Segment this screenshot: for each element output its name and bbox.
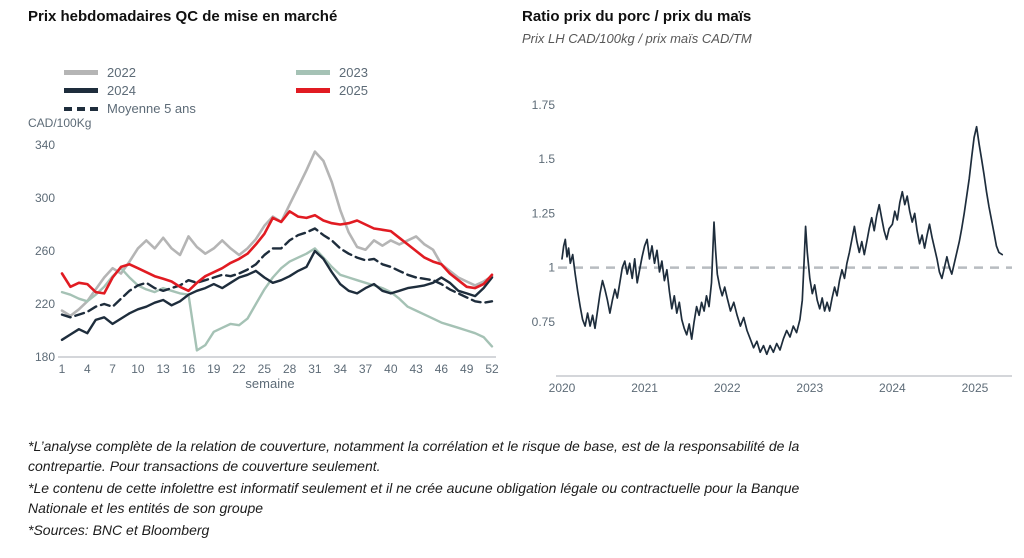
chart-legend: 2022 2023 2024 2025 Moyenne 5 ans xyxy=(64,64,476,117)
weekly-price-chart-canvas: 180 220 260 300 340 1 4 7 10 13 16 19 22 25 28 31 34 37 40… xyxy=(35,138,499,376)
x-tick-label: 13 xyxy=(156,362,170,376)
x-tick-label: 2023 xyxy=(796,381,823,395)
legend-label-2022: 2022 xyxy=(107,65,136,80)
x-tick-label: 2021 xyxy=(631,381,658,395)
series-line-ratio-porc/maïs xyxy=(561,125,1004,356)
x-tick-label: 2022 xyxy=(714,381,741,395)
x-tick-label: 22 xyxy=(232,362,246,376)
legend-label-2024: 2024 xyxy=(107,83,136,98)
legend-item-2023: 2023 xyxy=(296,64,476,81)
y-tick-label: 0.75 xyxy=(532,315,556,329)
x-tick-label: 7 xyxy=(109,362,116,376)
legend-item-2025: 2025 xyxy=(296,82,476,99)
y-tick-label: 340 xyxy=(35,138,55,152)
x-tick-label: 1 xyxy=(59,362,66,376)
y-tick-label: 1 xyxy=(548,261,555,275)
left-x-axis-title: semaine xyxy=(245,376,295,391)
footnotes-block: *L’analyse complète de la relation de co… xyxy=(28,437,838,542)
x-tick-label: 37 xyxy=(359,362,373,376)
y-tick-label: 180 xyxy=(35,350,55,364)
x-tick-label: 43 xyxy=(409,362,423,376)
legend-swatch-2022 xyxy=(64,70,98,75)
series-line-2024 xyxy=(60,249,494,341)
x-tick-label: 2025 xyxy=(962,381,989,395)
series-line-2022 xyxy=(60,150,494,318)
y-tick-label: 220 xyxy=(35,297,55,311)
x-tick-label: 34 xyxy=(334,362,348,376)
left-chart-title: Prix hebdomadaires QC de mise en marché xyxy=(28,8,338,25)
y-tick-label: 1.25 xyxy=(532,206,556,220)
x-tick-label: 31 xyxy=(308,362,322,376)
x-tick-label: 28 xyxy=(283,362,297,376)
x-tick-label: 16 xyxy=(182,362,196,376)
legend-label-2025: 2025 xyxy=(339,83,368,98)
right-chart-title: Ratio prix du porc / prix du maïs xyxy=(522,8,752,25)
legend-item-2024: 2024 xyxy=(64,82,296,99)
footnote-disclaimer: *Le contenu de cette infolettre est info… xyxy=(28,479,800,516)
x-tick-label: 2024 xyxy=(879,381,906,395)
legend-swatch-2025 xyxy=(296,88,330,93)
y-tick-label: 260 xyxy=(35,244,55,258)
legend-item-moyenne-5-ans: Moyenne 5 ans xyxy=(64,100,296,117)
legend-label-moyenne: Moyenne 5 ans xyxy=(107,101,196,116)
footnote-sources: *Sources: BNC et Bloomberg xyxy=(28,521,210,538)
x-tick-label: 49 xyxy=(460,362,474,376)
x-tick-label: 2020 xyxy=(549,381,576,395)
series-line-moyenne-5-ans xyxy=(60,227,494,319)
x-tick-label: 19 xyxy=(207,362,221,376)
series-line-2023 xyxy=(60,247,494,352)
legend-item-2022: 2022 xyxy=(64,64,296,81)
ratio-chart-canvas: 0.75 1 1.25 1.5 1.75 2020 2021 2022 2023 2024 2025 xyxy=(532,98,1012,395)
series-line-2025 xyxy=(60,210,494,295)
y-tick-label: 1.5 xyxy=(538,152,555,166)
legend-label-2023: 2023 xyxy=(339,65,368,80)
x-tick-label: 40 xyxy=(384,362,398,376)
legend-swatch-2023 xyxy=(296,70,330,75)
y-tick-label: 1.75 xyxy=(532,98,556,112)
x-tick-label: 25 xyxy=(258,362,272,376)
x-tick-label: 4 xyxy=(84,362,91,376)
left-y-axis-unit: CAD/100Kg xyxy=(28,116,92,130)
x-tick-label: 46 xyxy=(435,362,449,376)
legend-swatch-moyenne xyxy=(64,106,98,111)
y-tick-label: 300 xyxy=(35,191,55,205)
right-chart-subtitle: Prix LH CAD/100kg / prix maïs CAD/TM xyxy=(522,31,752,46)
footnote-coverage: *L’analyse complète de la relation de co… xyxy=(28,438,800,474)
legend-swatch-2024 xyxy=(64,88,98,93)
x-tick-label: 10 xyxy=(131,362,145,376)
x-tick-label: 52 xyxy=(485,362,499,376)
